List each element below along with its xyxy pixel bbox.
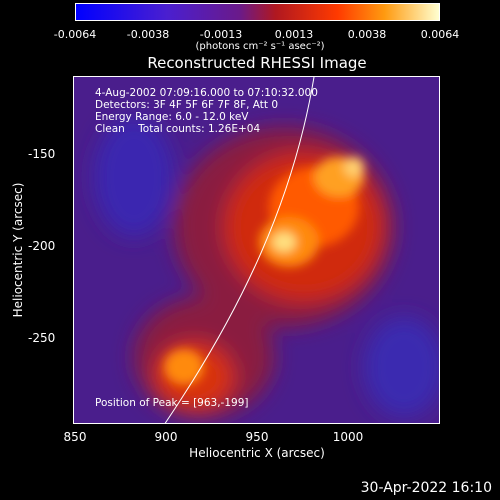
colorbar-tick: 0.0064 xyxy=(420,28,460,41)
colorbar xyxy=(75,3,440,21)
detectors-text: Detectors: 3F 4F 5F 6F 7F 8F, Att 0 xyxy=(95,99,279,111)
image-title: Reconstructed RHESSI Image xyxy=(147,54,367,72)
heatmap-canvas xyxy=(74,77,439,423)
colorbar-tick: 0.0038 xyxy=(347,28,387,41)
y-tick-label: -250 xyxy=(28,331,56,345)
time-range-text: 4-Aug-2002 07:09:16.000 to 07:10:32.000 xyxy=(95,87,318,99)
y-axis-label: Heliocentric Y (arcsec) xyxy=(11,182,25,318)
colorbar-tick: 0.0013 xyxy=(274,28,314,41)
generation-timestamp: 30-Apr-2022 16:10 xyxy=(360,480,492,496)
x-tick-label: 1000 xyxy=(332,430,364,444)
solar-image xyxy=(73,76,440,424)
colorbar-tick: -0.0064 xyxy=(53,28,97,41)
colorbar-tick: -0.0013 xyxy=(199,28,243,41)
energy-range-text: Energy Range: 6.0 - 12.0 keV xyxy=(95,111,249,123)
y-tick-label: -200 xyxy=(28,239,56,253)
colorbar-tick: -0.0038 xyxy=(126,28,170,41)
colorbar-units: (photons cm⁻² s⁻¹ asec⁻²) xyxy=(195,41,325,52)
x-tick-label: 850 xyxy=(63,430,87,444)
x-axis-label: Heliocentric X (arcsec) xyxy=(189,446,325,460)
clean-counts-text: Clean Total counts: 1.26E+04 xyxy=(95,123,261,135)
peak-position-text: Position of Peak = [963,-199] xyxy=(95,397,249,409)
x-tick-label: 900 xyxy=(154,430,178,444)
y-tick-label: -150 xyxy=(28,147,56,161)
x-tick-label: 950 xyxy=(245,430,269,444)
